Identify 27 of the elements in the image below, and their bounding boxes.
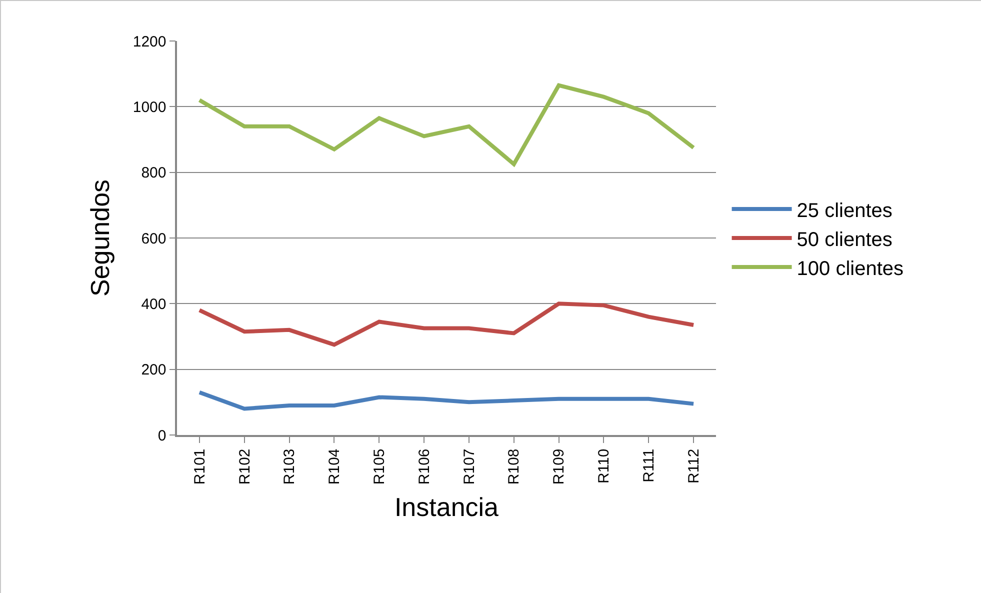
x-tick-label: R102 xyxy=(236,448,254,485)
y-tick-label: 0 xyxy=(158,427,166,444)
y-tick-label: 400 xyxy=(141,296,166,313)
y-axis-title: Segundos xyxy=(84,179,115,297)
x-tick-label: R111 xyxy=(640,448,658,482)
x-tick-label: R107 xyxy=(460,448,478,485)
y-tick-label: 800 xyxy=(141,164,166,182)
legend-label: 50 clientes xyxy=(796,228,892,251)
x-axis-title: Instancia xyxy=(394,492,500,522)
x-tick-label: R108 xyxy=(506,448,523,485)
y-tick-label: 600 xyxy=(141,230,166,248)
y-tick-label: 1000 xyxy=(132,98,166,116)
x-tick-label: R109 xyxy=(550,448,568,485)
x-tick-label: R112 xyxy=(685,448,702,484)
x-tick-label: R105 xyxy=(371,448,388,485)
x-tick-label: R110 xyxy=(596,448,613,484)
legend-label: 100 clientes xyxy=(796,258,904,280)
x-tick-label: R104 xyxy=(326,448,344,485)
line-series xyxy=(197,83,696,166)
legend-label: 25 clientes xyxy=(796,200,892,222)
x-tick-label: R106 xyxy=(416,448,433,485)
line-series xyxy=(197,390,696,411)
y-tick-label: 200 xyxy=(141,362,166,379)
line-series xyxy=(197,302,696,347)
x-tick-label: R103 xyxy=(281,448,298,485)
y-tick-label: 1200 xyxy=(132,33,166,50)
x-tick-label: R101 xyxy=(191,448,208,485)
